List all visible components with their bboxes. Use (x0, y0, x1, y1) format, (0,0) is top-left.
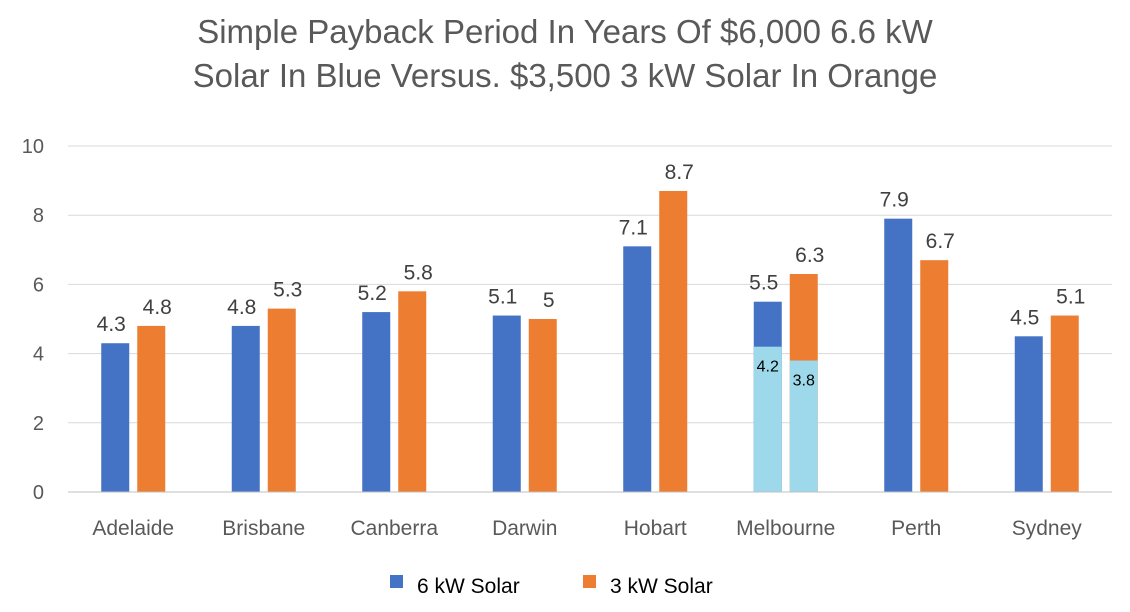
bar-perth-series-1 (884, 218, 913, 492)
data-label-hobart-series-1: 7.1 (619, 216, 648, 239)
highlight-bar-melbourne-series-2 (789, 360, 818, 492)
y-tick-label-0: 0 (33, 482, 44, 504)
data-label-hobart-series-2: 8.7 (665, 161, 694, 184)
x-tick-label-canberra: Canberra (350, 517, 438, 540)
chart-title-line-1: Simple Payback Period In Years Of $6,000… (197, 13, 933, 50)
data-label-adelaide-series-2: 4.8 (143, 296, 172, 319)
bar-brisbane-series-1 (231, 325, 260, 492)
chart-title-line-2: Solar In Blue Versus. $3,500 3 kW Solar … (192, 57, 938, 94)
legend-swatch-series-2 (583, 575, 596, 588)
chart-title: Simple Payback Period In Years Of $6,000… (0, 10, 1130, 98)
x-tick-label-brisbane: Brisbane (222, 517, 305, 540)
x-tick-label-darwin: Darwin (492, 517, 557, 540)
bar-canberra-series-2 (398, 291, 427, 492)
data-label-sydney-series-2: 5.1 (1056, 286, 1085, 309)
y-tick-label-10: 10 (22, 136, 44, 158)
highlight-label-melbourne-series-1: 4.2 (757, 359, 779, 376)
legend-label-series-1: 6 kW Solar (417, 575, 520, 598)
legend-label-series-2: 3 kW Solar (610, 575, 713, 598)
data-label-sydney-series-1: 4.5 (1010, 306, 1039, 329)
data-label-canberra-series-2: 5.8 (404, 261, 433, 284)
data-label-darwin-series-1: 5.1 (488, 286, 517, 309)
bar-darwin-series-2 (528, 319, 557, 492)
bar-hobart-series-1 (623, 246, 652, 492)
bar-brisbane-series-2 (267, 308, 296, 492)
y-tick-label-2: 2 (33, 413, 44, 435)
y-tick-label-6: 6 (33, 274, 44, 296)
data-label-melbourne-series-2: 6.3 (795, 244, 824, 267)
bar-adelaide-series-1 (101, 343, 130, 492)
x-tick-label-sydney: Sydney (1012, 517, 1083, 540)
bar-canberra-series-1 (362, 312, 391, 492)
data-label-canberra-series-1: 5.2 (358, 282, 387, 305)
bar-adelaide-series-2 (137, 325, 166, 492)
data-label-perth-series-1: 7.9 (880, 189, 909, 212)
bar-sydney-series-2 (1050, 315, 1079, 492)
x-tick-label-adelaide: Adelaide (92, 517, 174, 540)
data-label-adelaide-series-1: 4.3 (97, 313, 126, 336)
bar-sydney-series-1 (1014, 336, 1043, 492)
bar-darwin-series-1 (492, 315, 521, 492)
data-label-darwin-series-2: 5 (543, 289, 555, 312)
legend-swatch-series-1 (390, 575, 403, 588)
x-tick-label-melbourne: Melbourne (736, 517, 835, 540)
y-tick-label-4: 4 (33, 344, 44, 366)
data-label-melbourne-series-1: 5.5 (749, 272, 778, 295)
data-label-perth-series-2: 6.7 (926, 230, 955, 253)
bar-perth-series-2 (920, 260, 949, 492)
x-tick-label-hobart: Hobart (624, 517, 687, 540)
x-tick-label-perth: Perth (891, 517, 941, 540)
y-tick-label-8: 8 (33, 205, 44, 227)
highlight-label-melbourne-series-2: 3.8 (793, 373, 815, 390)
data-label-brisbane-series-2: 5.3 (273, 279, 302, 302)
data-label-brisbane-series-1: 4.8 (227, 296, 256, 319)
bar-hobart-series-2 (659, 190, 688, 493)
highlight-bar-melbourne-series-1 (753, 346, 782, 492)
